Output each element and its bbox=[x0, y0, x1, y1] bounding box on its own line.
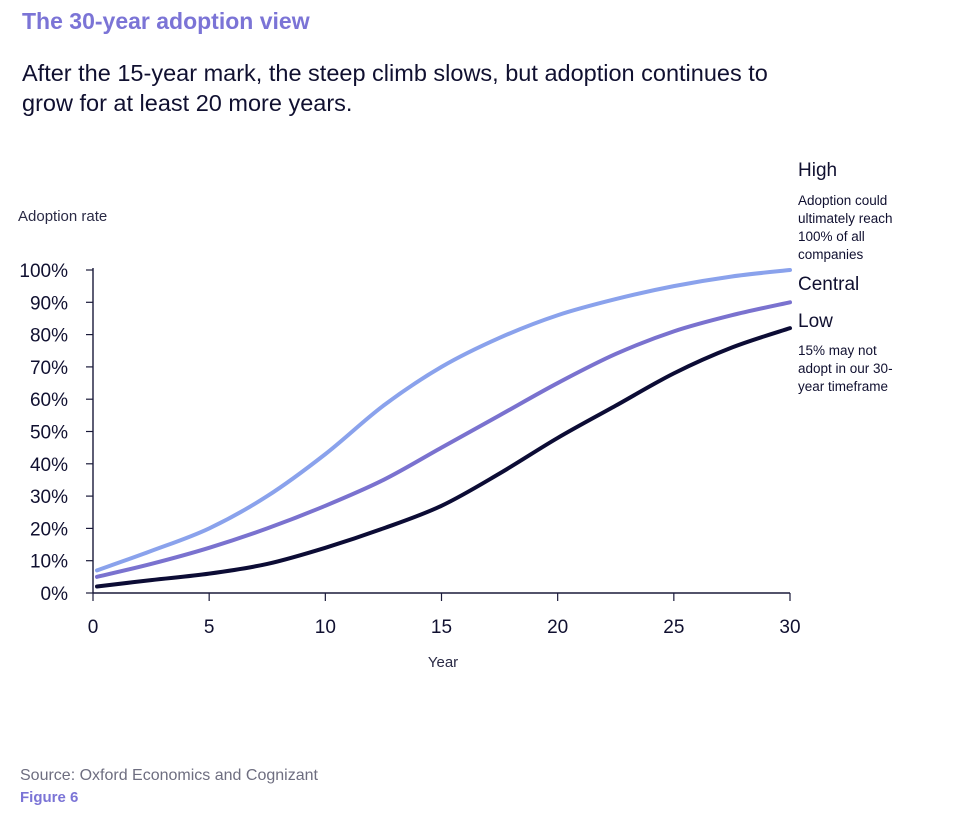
series-label-high: High bbox=[798, 160, 838, 181]
y-tick-label: 80% bbox=[30, 326, 68, 347]
x-tick-label: 20 bbox=[547, 617, 568, 638]
x-tick-label: 15 bbox=[431, 617, 452, 638]
chart-kicker-title: The 30-year adoption view bbox=[22, 8, 310, 34]
y-axis-label: Adoption rate bbox=[18, 208, 108, 225]
series-line-high bbox=[95, 268, 792, 573]
x-axis-label: Year bbox=[428, 654, 458, 671]
adoption-line-chart: 0% 10% 20% 30% 40% 50% 60% 70% 80% 90% 100% 0 5 10 15… bbox=[19, 261, 801, 671]
y-tick-label: 30% bbox=[30, 487, 68, 508]
x-tick-label: 10 bbox=[315, 617, 336, 638]
x-tick-label: 0 bbox=[88, 617, 99, 638]
series-line-central bbox=[95, 300, 792, 579]
x-tick-label: 25 bbox=[663, 617, 684, 638]
y-tick-label: 50% bbox=[30, 423, 68, 444]
x-axis: 0 5 10 15 20 25 30 bbox=[88, 592, 801, 638]
series-lines bbox=[95, 268, 792, 589]
x-tick-label: 5 bbox=[204, 617, 215, 638]
series-label-central: Central bbox=[798, 274, 860, 295]
series-line-low bbox=[95, 326, 792, 589]
y-axis: 0% 10% 20% 30% 40% 50% 60% 70% 80% 90% 100% bbox=[19, 261, 94, 605]
y-tick-label: 70% bbox=[30, 358, 68, 379]
y-tick-label: 90% bbox=[30, 293, 68, 314]
y-tick-label: 20% bbox=[30, 519, 68, 540]
y-tick-label: 60% bbox=[30, 390, 68, 411]
y-tick-label: 40% bbox=[30, 455, 68, 476]
series-note-low: 15% may not adopt in our 30-year timefra… bbox=[798, 343, 893, 394]
chart-headline: After the 15-year mark, the steep climb … bbox=[22, 60, 768, 116]
y-tick-label: 10% bbox=[30, 552, 68, 573]
y-tick-label: 0% bbox=[41, 584, 69, 605]
source-note: Source: Oxford Economics and Cognizant bbox=[20, 767, 318, 784]
y-tick-label: 100% bbox=[19, 261, 68, 282]
series-note-high: Adoption could ultimately reach 100% of … bbox=[798, 193, 893, 262]
figure-label: Figure 6 bbox=[20, 789, 79, 806]
series-label-low: Low bbox=[798, 311, 833, 332]
x-tick-label: 30 bbox=[779, 617, 800, 638]
